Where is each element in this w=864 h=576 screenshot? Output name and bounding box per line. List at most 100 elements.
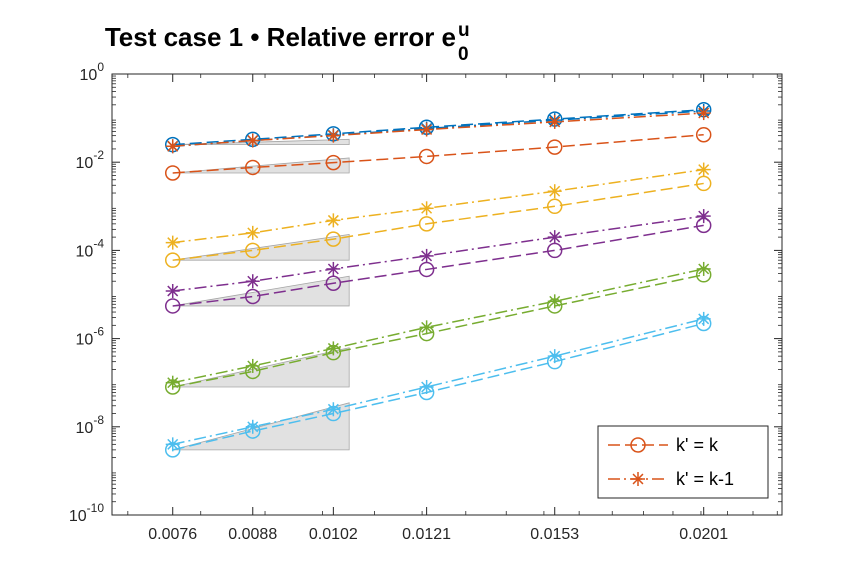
chart-title-subscript: 0 — [458, 44, 469, 65]
asterisk-stroke — [421, 202, 433, 214]
data-point-circle — [418, 148, 435, 165]
rate-triangle — [172, 157, 350, 174]
legend-circle-marker — [630, 437, 646, 453]
data-point-circle — [325, 231, 342, 247]
chart-title: Test case 1 • Relative error e u 0 — [105, 20, 470, 65]
asterisk-stroke — [549, 295, 561, 307]
data-point-asterisk — [547, 349, 562, 364]
legend-asterisk-marker — [631, 472, 645, 486]
data-point-asterisk — [165, 235, 180, 250]
asterisk-stroke — [247, 360, 259, 372]
asterisk-stroke — [698, 107, 710, 119]
series-3 — [164, 126, 712, 181]
data-point-asterisk — [419, 201, 434, 216]
series-line — [172, 133, 704, 174]
data-point-asterisk — [326, 128, 341, 143]
series-line — [172, 268, 704, 384]
chart-title-main: Test case 1 • Relative error e — [105, 22, 456, 52]
legend-entry-k-equals-k-minus-1: k' = k-1 — [608, 469, 734, 489]
data-point-circle — [325, 154, 342, 171]
data-point-asterisk — [419, 320, 434, 335]
asterisk-stroke — [167, 140, 179, 152]
asterisk-stroke — [247, 227, 259, 239]
data-point-circle — [546, 198, 563, 215]
asterisk-stroke — [327, 342, 339, 354]
series-line — [172, 215, 704, 292]
x-tick-label: 0.0076 — [148, 526, 197, 543]
asterisk-stroke — [549, 350, 561, 362]
asterisk-stroke — [327, 214, 339, 226]
data-point-asterisk — [696, 162, 711, 177]
data-point-circle — [245, 242, 261, 259]
rate-triangle — [172, 233, 350, 261]
asterisk-stroke — [327, 130, 339, 142]
asterisk-stroke — [327, 263, 339, 275]
x-tick-label: 0.0102 — [309, 526, 358, 543]
asterisk-stroke — [167, 438, 179, 450]
data-point-asterisk — [165, 437, 180, 452]
data-point-asterisk — [696, 209, 711, 224]
asterisk-stroke — [698, 164, 710, 176]
data-point-circle — [164, 252, 181, 268]
series-10 — [165, 261, 711, 390]
legend-entry-k-equals-k: k' = k — [608, 435, 719, 455]
data-point-asterisk — [326, 341, 341, 356]
data-point-asterisk — [696, 106, 711, 121]
data-point-asterisk — [419, 248, 434, 263]
data-point-circle — [325, 275, 342, 291]
series-line — [172, 108, 704, 146]
series-4 — [165, 106, 711, 154]
series-6 — [165, 162, 711, 250]
data-point-asterisk — [419, 379, 434, 394]
data-point-circle — [546, 139, 563, 155]
data-point-circle — [695, 126, 712, 143]
asterisk-stroke — [167, 285, 179, 297]
data-point-asterisk — [326, 261, 341, 276]
asterisk-stroke — [632, 473, 644, 485]
data-point-asterisk — [696, 261, 711, 276]
data-point-asterisk — [165, 284, 180, 299]
asterisk-stroke — [167, 377, 179, 389]
data-point-asterisk — [245, 274, 260, 289]
asterisk-stroke — [421, 124, 433, 136]
data-point-asterisk — [245, 358, 260, 373]
rate-triangle — [172, 402, 350, 451]
data-point-asterisk — [696, 311, 711, 326]
asterisk-stroke — [167, 237, 179, 249]
legend-label-k-equals-k-minus-1: k' = k-1 — [676, 469, 734, 489]
series-line — [172, 168, 704, 244]
asterisk-stroke — [421, 250, 433, 262]
legend-box — [597, 425, 769, 499]
x-tick-label: 0.0153 — [530, 526, 579, 543]
data-point-circle — [245, 159, 261, 176]
series-line — [172, 318, 704, 446]
data-point-asterisk — [547, 114, 562, 129]
legend-asterisk — [631, 472, 645, 486]
asterisk-stroke — [421, 321, 433, 333]
data-point-asterisk — [165, 139, 180, 154]
asterisk-stroke — [549, 185, 561, 197]
asterisk-stroke — [247, 275, 259, 287]
asterisk-stroke — [247, 421, 259, 433]
data-point-asterisk — [245, 225, 260, 240]
series-12 — [165, 311, 711, 452]
x-tick-label: 0.0121 — [402, 526, 451, 543]
data-point-asterisk — [547, 184, 562, 199]
data-point-circle — [164, 165, 181, 181]
series-line — [172, 112, 704, 147]
series-line — [172, 224, 704, 307]
data-point-circle — [245, 288, 261, 305]
series-line — [172, 322, 704, 451]
data-point-asterisk — [419, 122, 434, 137]
data-point-circle — [164, 298, 181, 314]
data-point-asterisk — [547, 230, 562, 245]
legend-label-k-equals-k: k' = k — [676, 435, 719, 455]
legend: k' = k k' = k-1 — [597, 425, 769, 499]
asterisk-stroke — [327, 403, 339, 415]
series-line — [172, 274, 704, 388]
asterisk-stroke — [549, 116, 561, 128]
x-tick-label: 0.0201 — [679, 526, 728, 543]
asterisk-stroke — [549, 231, 561, 243]
rate-triangle — [172, 138, 350, 146]
